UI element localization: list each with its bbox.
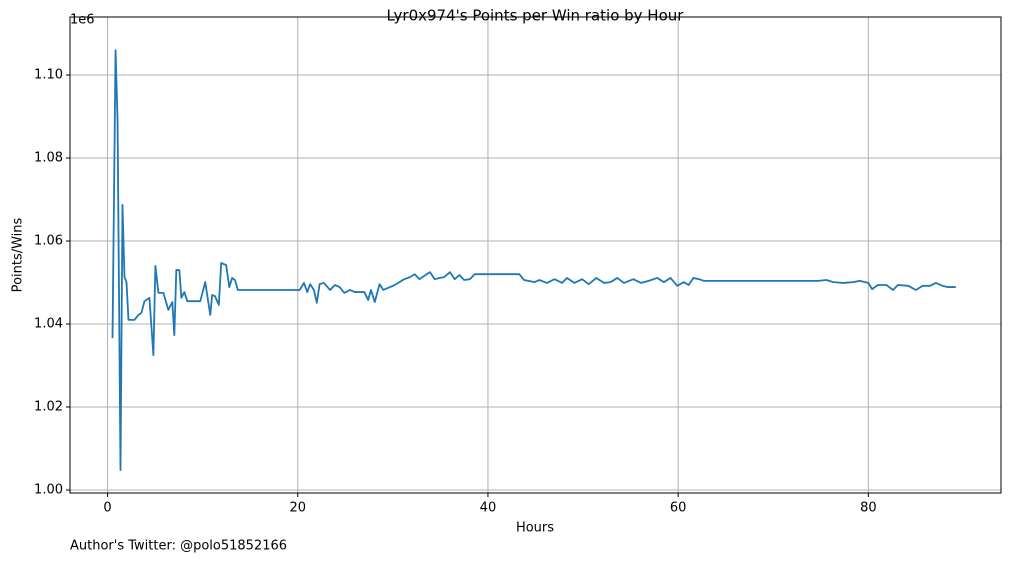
footer: Author's Twitter: @polo51852166 bbox=[70, 539, 287, 554]
y-offset-label: 1e6 bbox=[70, 13, 95, 28]
axes-frame bbox=[69, 16, 1002, 494]
y-axis-label: Points/Wins bbox=[11, 217, 26, 292]
chart-title: Lyr0x974's Points per Win ratio by Hour bbox=[387, 7, 685, 25]
x-axis-label: Hours bbox=[516, 521, 554, 536]
x-tick-label: 80 bbox=[860, 501, 877, 516]
grid bbox=[70, 17, 1001, 493]
y-tick-label: 1.10 bbox=[34, 68, 63, 83]
x-tick-label: 40 bbox=[480, 501, 497, 516]
y-tick-label: 1.04 bbox=[34, 317, 63, 332]
y-tick-label: 1.02 bbox=[34, 400, 63, 415]
y-tick-label: 1.00 bbox=[34, 483, 63, 498]
x-tick-label: 0 bbox=[103, 501, 111, 516]
plot-area bbox=[111, 49, 956, 471]
y-tick-label: 1.06 bbox=[34, 234, 63, 249]
x-tick-label: 20 bbox=[289, 501, 306, 516]
y-tick-label: 1.08 bbox=[34, 151, 63, 166]
data-line bbox=[111, 49, 956, 471]
x-tick-label: 60 bbox=[670, 501, 687, 516]
